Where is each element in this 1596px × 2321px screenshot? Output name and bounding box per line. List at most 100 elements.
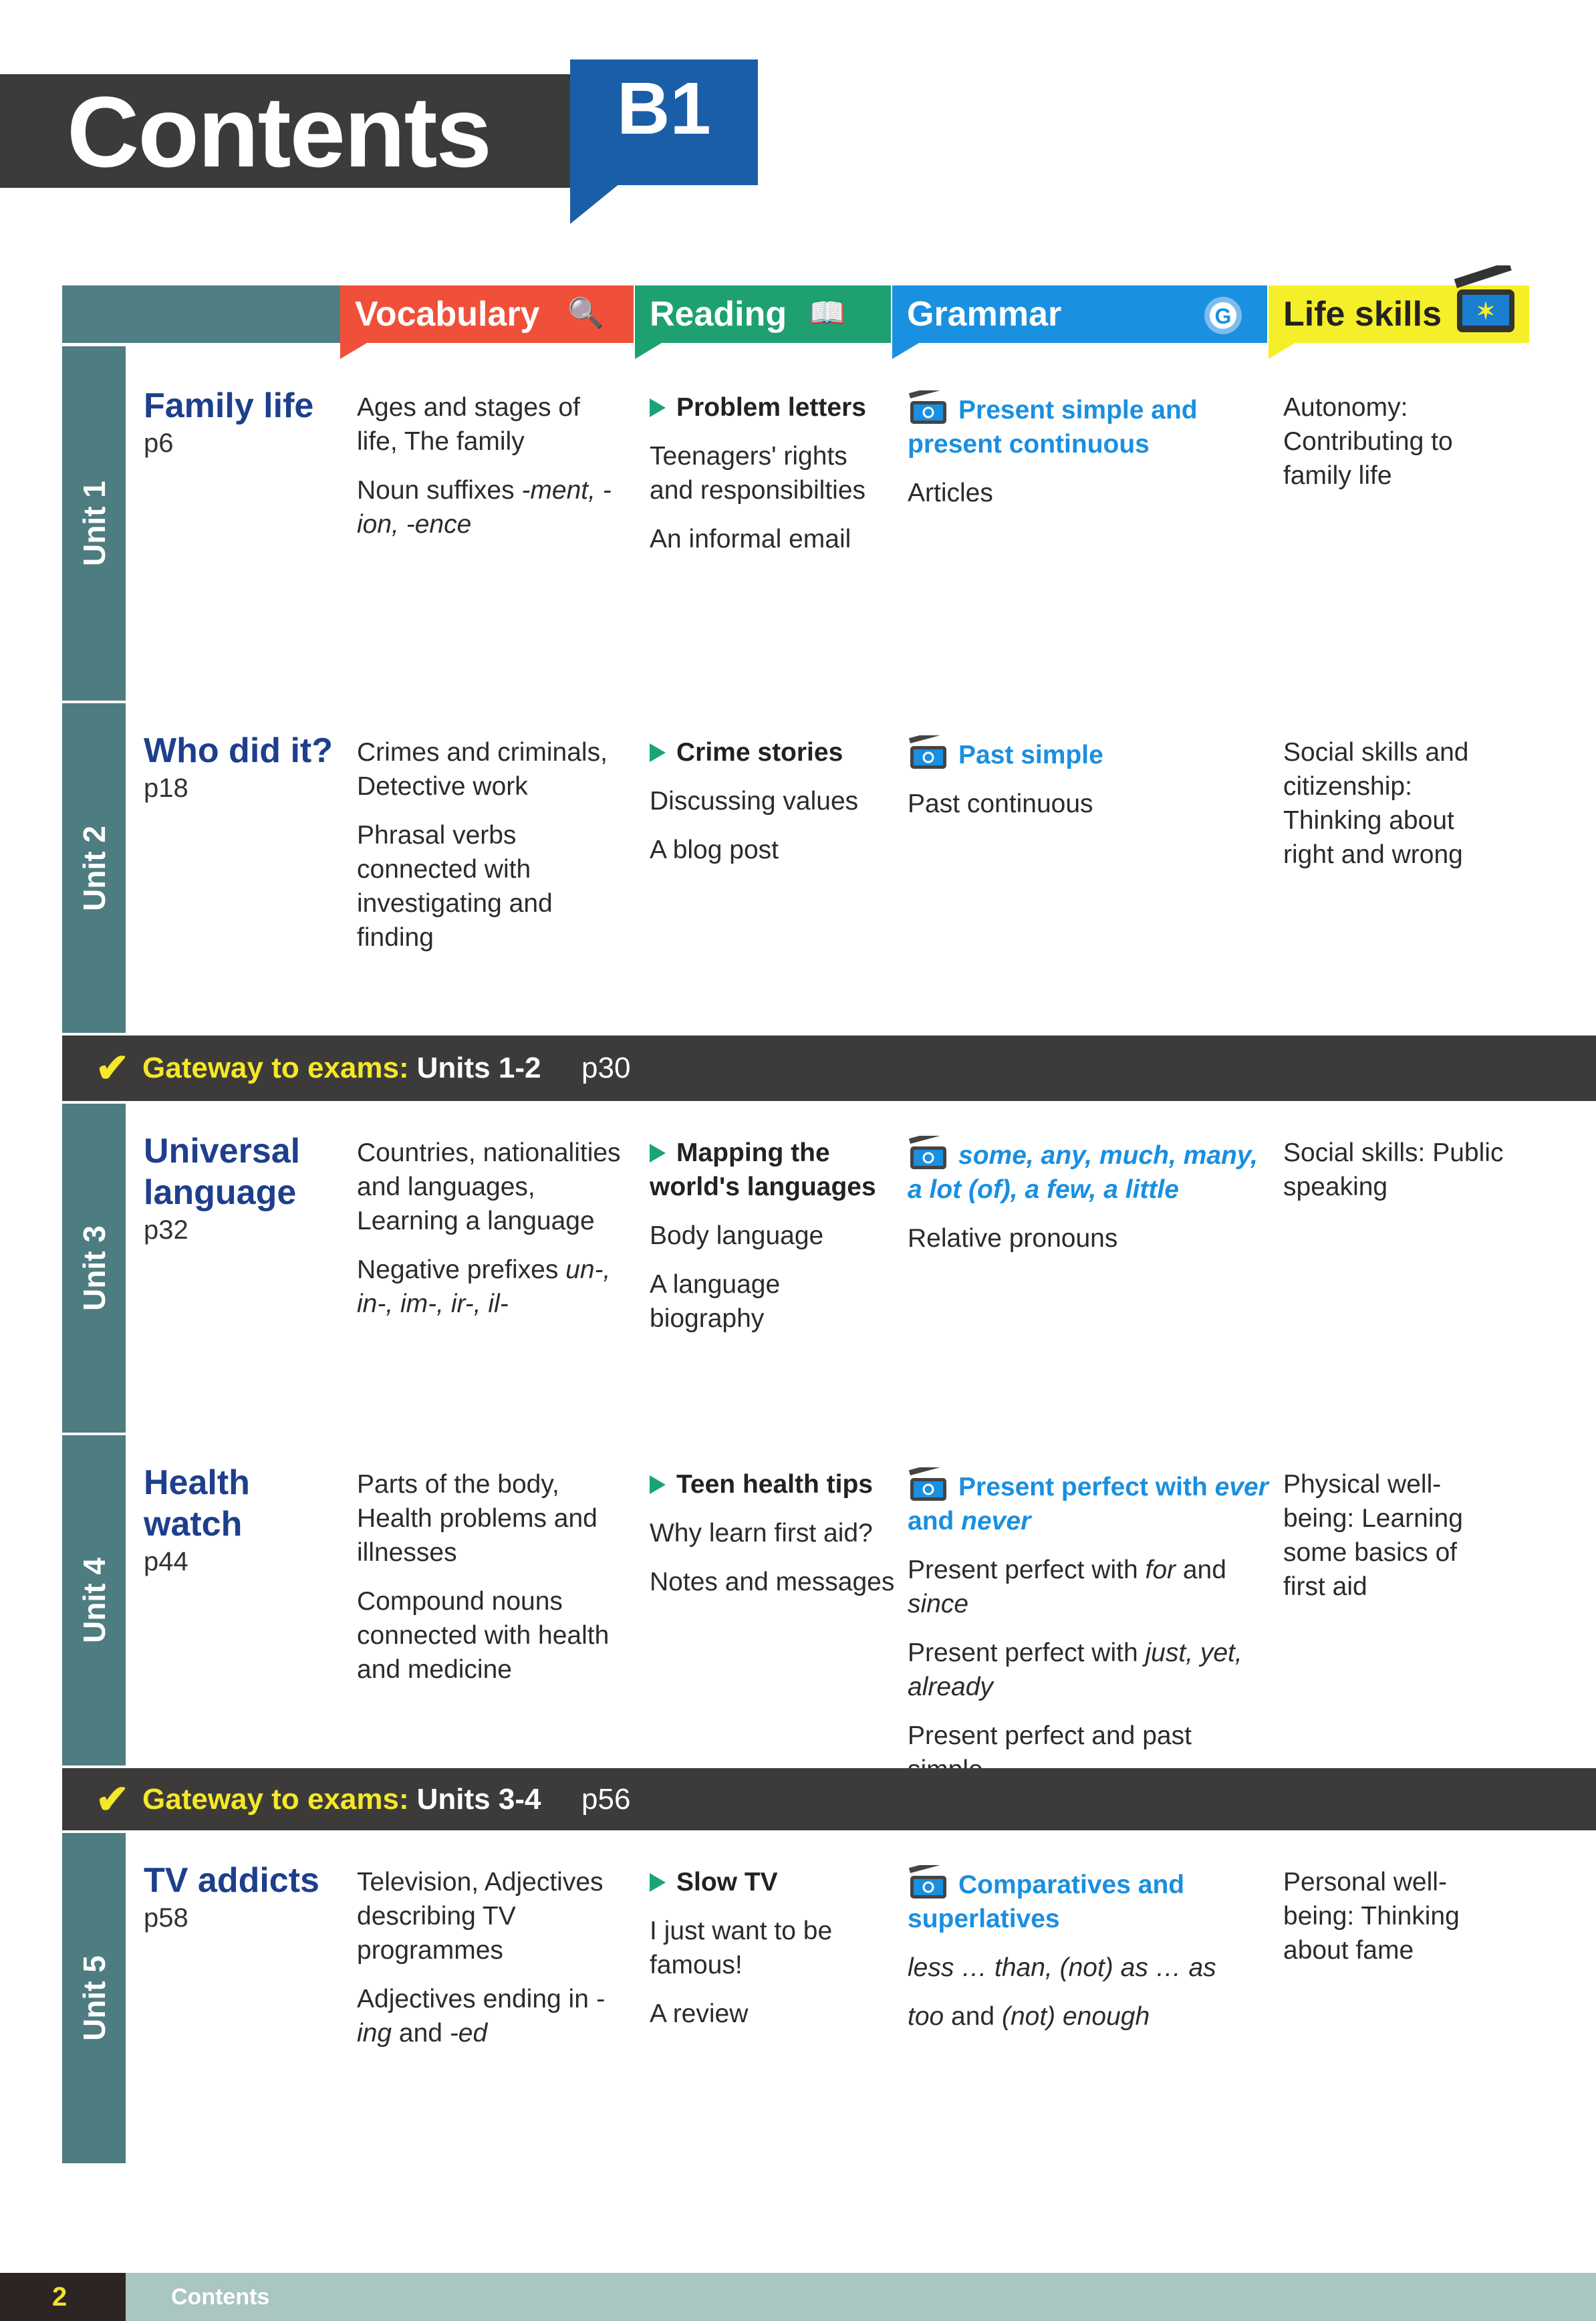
text-segment: Adjectives ending in [357,1985,596,2013]
gateway-units: Units 1-2 [416,1052,541,1084]
unit-tab: Unit 2 [62,703,126,1033]
unit-title: Who did it? [144,731,334,770]
unit-row: Unit 5 TV addicts p58 Television, Adjective… [62,1833,1596,2163]
text-segment: Phrasal verbs connected with investigati… [357,821,553,952]
vocabulary-cell: Parts of the body, Health problems and i… [357,1467,628,1701]
reading-text: I just want to be famous! [650,1917,833,1979]
reading-cell: Crime stories Discussing values A blog pos… [650,735,897,882]
vocabulary-item: Compound nouns connected with health and… [357,1584,628,1687]
text-segment: un-, in-, im-, ir-, il- [357,1255,611,1318]
unit-title-cell: Universal language p32 [144,1130,344,1247]
vocabulary-item: Crimes and criminals, Detective work [357,735,628,804]
reading-text: Body language [650,1221,824,1250]
text-segment: Present simple and present continuous [908,396,1198,459]
grammar-cell: Comparatives and superlatives less … than… [908,1865,1269,2048]
reading-item: Problem letters [650,390,897,424]
page-title: Contents [67,76,492,188]
vocabulary-item: Television, Adjectives describing TV pro… [357,1865,628,1967]
reading-item: Discussing values [650,784,897,818]
gateway-page: p30 [581,1052,631,1084]
reading-item: A language biography [650,1267,897,1336]
level-label: B1 [617,68,711,150]
text-segment: and [944,2002,1002,2031]
grammar-item: less … than, (not) as … as [908,1951,1269,1985]
unit-label: Unit 1 [76,481,112,566]
reading-item: Body language [650,1219,897,1253]
text-segment: never [961,1507,1031,1536]
unit-title-cell: Family life p6 [144,385,344,460]
grammar-cell: Past simple Past continuous [908,735,1269,836]
gateway-page: p56 [581,1783,631,1816]
text-segment: -ed [449,2019,488,2048]
text-segment: Articles [908,479,993,507]
unit-page: p32 [144,1215,188,1245]
header-corner [62,285,340,343]
column-label: Grammar [907,295,1062,334]
magnifier-icon: 🔍 [567,297,604,330]
footer-section: Contents [171,2284,270,2310]
unit-tab: Unit 5 [62,1833,126,2163]
contents-table: Unit 1 Family life p6 Ages and stages of li… [62,346,1596,2166]
column-header-life-skills: Life skills ✶ [1269,265,1529,359]
gear-g-icon: G [1204,297,1242,334]
unit-title-cell: TV addicts p58 [144,1860,344,1935]
vocabulary-cell: Crimes and criminals, Detective work Phra… [357,735,628,969]
column-header-grammar: Grammar G [892,285,1267,359]
life-skills-cell: Social skills and citizenship: Thinking … [1283,738,1469,869]
reading-item: Slow TV [650,1865,897,1899]
reading-text: Teenagers' rights and responsibilties [650,442,866,505]
reading-item: A blog post [650,833,897,867]
reading-text: Mapping the world's languages [650,1138,876,1201]
reading-item: Crime stories [650,735,897,769]
reading-text: Problem letters [676,393,866,422]
unit-tab: Unit 1 [62,346,126,701]
reading-item: A review [650,1997,897,2031]
unit-title-cell: Health watch p44 [144,1462,344,1578]
vocabulary-cell: Ages and stages of life, The family Noun … [357,390,628,556]
page-number: 2 [0,2273,126,2321]
gateway-units: Units 3-4 [416,1783,541,1816]
text-segment: -ment, -ion, -ence [357,476,612,539]
text-segment: Crimes and criminals, Detective work [357,738,608,801]
unit-title: Health watch [144,1463,250,1544]
clapperboard-icon [908,1467,946,1501]
grammar-item: Past continuous [908,787,1269,821]
reading-text: Teen health tips [676,1470,873,1499]
text-segment: Compound nouns connected with health and… [357,1587,610,1684]
text-segment: Television, Adjectives describing TV pro… [357,1868,604,1965]
grammar-item: Past simple [908,735,1269,772]
text-segment: and [392,2019,450,2048]
grammar-item: Present simple and present continuous [908,390,1269,461]
text-segment: for [1145,1556,1176,1584]
reading-cell: Slow TV I just want to be famous! A review [650,1865,897,2046]
unit-tab: Unit 3 [62,1104,126,1433]
unit-row: Unit 4 Health watch p44 Parts of the body, … [62,1435,1596,1784]
unit-title: Universal language [144,1132,301,1212]
reading-item: Why learn first aid? [650,1516,897,1550]
reading-cell: Problem letters Teenagers' rights and res… [650,390,897,571]
grammar-item: Present perfect with ever and never [908,1467,1269,1538]
column-label: Vocabulary [355,295,540,334]
reading-text: A blog post [650,836,779,864]
text-segment: -ing [357,1985,605,2048]
unit-label: Unit 2 [76,825,112,911]
grammar-item: too and (not) enough [908,1999,1269,2034]
reading-text: Why learn first aid? [650,1519,873,1548]
grammar-item: Present perfect with for and since [908,1553,1269,1621]
reading-item: I just want to be famous! [650,1914,897,1982]
text-segment: Countries, nationalities and languages, … [357,1138,621,1235]
gateway-label: Gateway to exams: Units 3-4 [142,1768,541,1830]
life-skills-cell: Physical well-being: Learning some basic… [1283,1470,1463,1601]
unit-page: p6 [144,429,174,458]
contents-banner: Contents [0,74,570,188]
text-segment: Relative pronouns [908,1224,1118,1253]
vocabulary-item: Parts of the body, Health problems and i… [357,1467,628,1570]
unit-row: Unit 3 Universal language p32 Countries, na… [62,1104,1596,1433]
column-label: Reading [650,295,787,334]
reading-text: Discussing values [650,787,859,816]
text-segment: some, any, much, many, a lot (of), a few… [908,1141,1258,1204]
grammar-item: Comparatives and superlatives [908,1865,1269,1936]
header-tail [892,343,919,359]
text-segment: and [908,1507,962,1536]
unit-title: TV addicts [144,1861,319,1900]
